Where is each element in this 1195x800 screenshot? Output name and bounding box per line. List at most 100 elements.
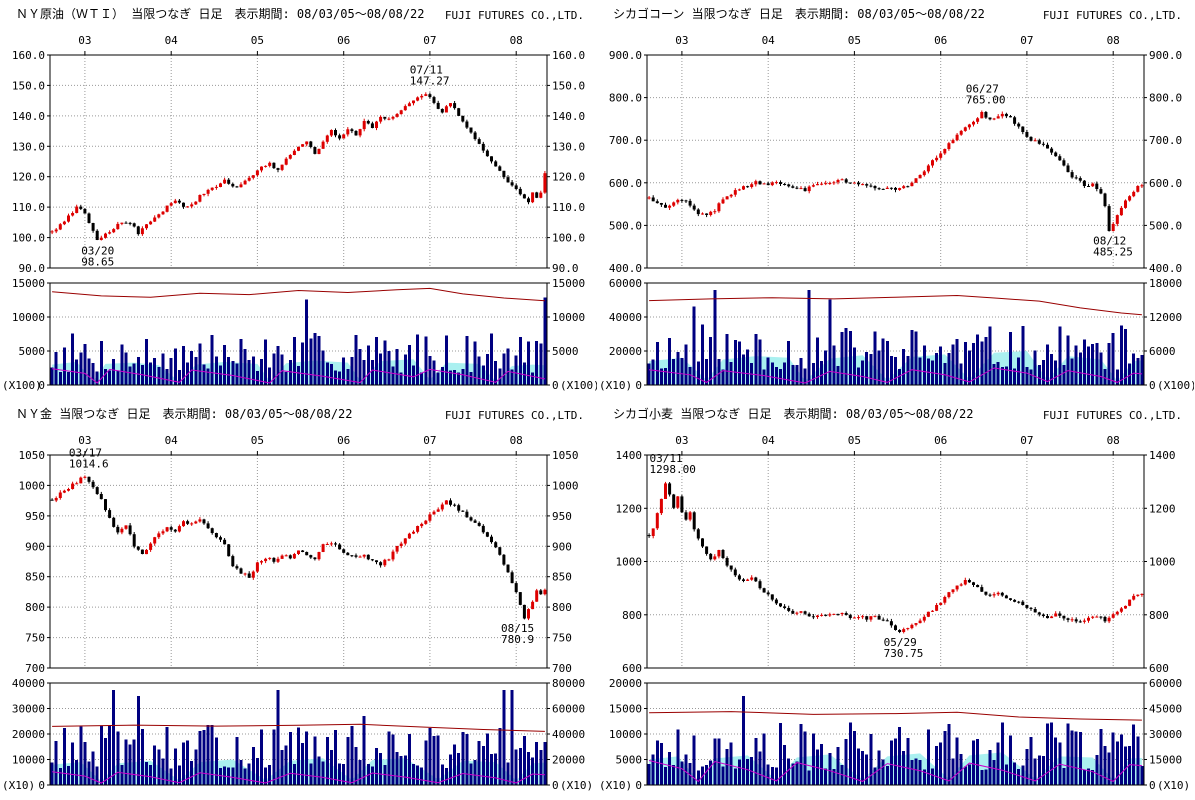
volume-bars (50, 297, 547, 385)
svg-text:900.0: 900.0 (1149, 49, 1182, 62)
annotation-date: 07/11 (410, 64, 443, 77)
annotation-date: 08/12 (1093, 235, 1126, 248)
svg-text:03: 03 (675, 434, 688, 447)
svg-text:05: 05 (848, 34, 861, 47)
panel-header: ＮＹ金 当限つなぎ 日足 表示期間: 08/03/05～08/08/22 FUJ… (0, 400, 597, 422)
svg-text:950: 950 (552, 510, 572, 523)
volume-bars (647, 290, 1144, 385)
chart-panel-chicago-corn: シカゴコーン 当限つなぎ 日足 表示期間: 08/03/05～08/08/22 … (597, 0, 1195, 400)
left-unit-label: (X10) (599, 379, 632, 392)
grid-layer (50, 55, 547, 352)
left-unit-label: (X10) (2, 779, 35, 792)
indicator-line (648, 760, 1142, 783)
price-axis: 900.0 900.0 800.0 800.0 700.0 700.0 600.0 600.0… (609, 49, 1182, 275)
svg-text:05: 05 (251, 34, 264, 47)
svg-text:5000: 5000 (552, 345, 579, 358)
svg-text:06: 06 (934, 434, 947, 447)
svg-text:700.0: 700.0 (1149, 134, 1182, 147)
svg-text:30000: 30000 (12, 703, 45, 716)
svg-text:06: 06 (934, 34, 947, 47)
svg-text:150.0: 150.0 (12, 79, 45, 92)
left-unit-label: (X10) (599, 779, 632, 792)
svg-text:0: 0 (635, 779, 642, 792)
svg-text:100.0: 100.0 (552, 232, 585, 245)
svg-text:06: 06 (337, 434, 350, 447)
svg-text:600: 600 (622, 662, 642, 675)
volume-axis: 4000030000200001000008000060000400002000… (2, 677, 593, 792)
svg-text:10000: 10000 (12, 754, 45, 767)
svg-text:1400: 1400 (1149, 449, 1176, 462)
svg-text:0: 0 (38, 779, 45, 792)
svg-text:1000: 1000 (19, 479, 46, 492)
annotation-value: 485.25 (1093, 246, 1133, 259)
svg-text:05: 05 (848, 434, 861, 447)
svg-text:130.0: 130.0 (12, 140, 45, 153)
svg-text:0: 0 (635, 379, 642, 392)
svg-text:0: 0 (552, 379, 559, 392)
chart-title: シカゴ小麦 当限つなぎ 日足 表示期間: 08/03/05～08/08/22 (613, 407, 974, 421)
svg-text:1400: 1400 (616, 449, 643, 462)
annotation-value: 730.75 (884, 647, 924, 660)
volume-bars (647, 695, 1144, 785)
svg-text:04: 04 (165, 34, 179, 47)
month-axis: 03 04 05 06 07 08 (675, 434, 1120, 455)
price-axis: 1050 1050 1000 1000 950 950 900 900 850 850 800 800… (19, 449, 579, 675)
price-plot-border (49, 454, 548, 669)
svg-text:07: 07 (423, 434, 436, 447)
volume-axis: 20000 15000 10000 5000 0 60000 45000 30000 15000… (599, 677, 1190, 792)
annotation-value: 98.65 (81, 256, 114, 269)
svg-text:700: 700 (552, 662, 572, 675)
svg-text:750: 750 (25, 632, 45, 645)
candles-layer (50, 475, 547, 621)
svg-text:08: 08 (1107, 434, 1120, 447)
indicator-line (649, 367, 1142, 384)
svg-text:850: 850 (25, 571, 45, 584)
svg-text:120.0: 120.0 (12, 171, 45, 184)
annotation-value: 147.27 (410, 75, 450, 88)
svg-text:90.0: 90.0 (19, 262, 46, 275)
svg-text:40000: 40000 (552, 728, 585, 741)
oi-line (52, 723, 545, 732)
svg-text:500.0: 500.0 (609, 219, 642, 232)
svg-text:150.0: 150.0 (552, 79, 585, 92)
svg-text:15000: 15000 (609, 703, 642, 716)
svg-text:10000: 10000 (609, 728, 642, 741)
svg-text:750: 750 (552, 632, 572, 645)
right-unit-label: (X100) (560, 379, 597, 392)
annotation-value: 1298.00 (650, 463, 696, 476)
svg-text:07: 07 (1020, 434, 1033, 447)
svg-text:600.0: 600.0 (1149, 177, 1182, 190)
svg-text:04: 04 (165, 434, 179, 447)
svg-text:160.0: 160.0 (552, 49, 585, 62)
panel-header: シカゴ小麦 当限つなぎ 日足 表示期間: 08/03/05～08/08/22 F… (597, 400, 1195, 422)
volume-plot-border (49, 282, 548, 386)
svg-text:700.0: 700.0 (609, 134, 642, 147)
svg-text:130.0: 130.0 (552, 140, 585, 153)
svg-text:90.0: 90.0 (552, 262, 579, 275)
svg-text:20000: 20000 (609, 345, 642, 358)
svg-text:04: 04 (762, 434, 776, 447)
svg-text:5000: 5000 (19, 345, 46, 358)
svg-text:160.0: 160.0 (12, 49, 45, 62)
left-unit-label: (X100) (2, 379, 42, 392)
svg-text:08: 08 (510, 34, 523, 47)
svg-text:0: 0 (38, 379, 45, 392)
month-axis: 03 04 05 06 07 08 (78, 434, 523, 455)
svg-text:03: 03 (675, 34, 688, 47)
annotation-value: 765.00 (966, 94, 1006, 107)
svg-text:06: 06 (337, 34, 350, 47)
svg-text:800: 800 (552, 601, 572, 614)
svg-text:500.0: 500.0 (1149, 219, 1182, 232)
svg-text:950: 950 (25, 510, 45, 523)
svg-text:1050: 1050 (552, 449, 579, 462)
month-axis: 03 04 05 06 07 08 (78, 34, 523, 55)
svg-text:850: 850 (552, 571, 572, 584)
svg-text:140.0: 140.0 (12, 110, 45, 123)
chart-title: シカゴコーン 当限つなぎ 日足 表示期間: 08/03/05～08/08/22 (613, 7, 985, 21)
svg-text:400.0: 400.0 (609, 262, 642, 275)
